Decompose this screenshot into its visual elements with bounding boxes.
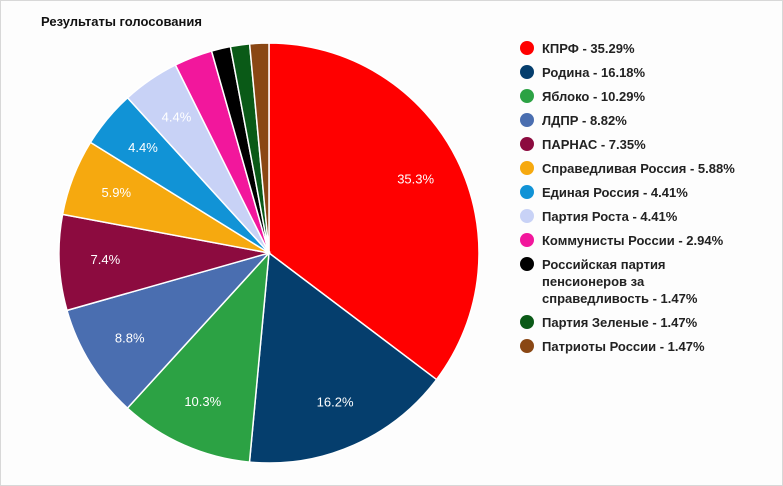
pie-slice: [58, 213, 270, 312]
legend-item: Коммунисты России - 2.94%: [520, 232, 770, 249]
legend-label: Партия Роста - 4.41%: [542, 209, 678, 224]
legend-marker: [520, 137, 534, 151]
legend-marker: [520, 339, 534, 353]
pie-slice: [126, 250, 270, 463]
legend-item: Родина - 16.18%: [520, 64, 770, 81]
legend: КПРФ - 35.29% Родина - 16.18% Яблоко - 10.…: [520, 40, 770, 362]
legend-label: Родина - 16.18%: [542, 65, 646, 80]
legend-marker: [520, 185, 534, 199]
legend-marker: [520, 89, 534, 103]
legend-label: Единая Россия - 4.41%: [542, 185, 688, 200]
legend-item: Яблоко - 10.29%: [520, 88, 770, 105]
legend-item: Справедливая Россия - 5.88%: [520, 160, 770, 177]
slice-label: 35.3%: [397, 171, 434, 186]
pie-slice: [268, 42, 480, 381]
legend-label: Партия Зеленые - 1.47%: [542, 315, 698, 330]
legend-label: Коммунисты России - 2.94%: [542, 233, 724, 248]
legend-item: Партия Роста - 4.41%: [520, 208, 770, 225]
slice-label: 10.3%: [184, 394, 221, 409]
legend-item: Патриоты России - 1.47%: [520, 338, 770, 355]
slice-label: 4.4%: [162, 109, 192, 124]
legend-item: Партия Зеленые - 1.47%: [520, 314, 770, 331]
legend-label: Российская партия пенсионеров за справед…: [542, 257, 698, 306]
pie-slice: [248, 251, 438, 464]
slice-label: 5.9%: [101, 185, 131, 200]
legend-item: ЛДПР - 8.82%: [520, 112, 770, 129]
legend-item: Единая Россия - 4.41%: [520, 184, 770, 201]
legend-marker: [520, 65, 534, 79]
legend-label: КПРФ - 35.29%: [542, 41, 635, 56]
legend-marker: [520, 209, 534, 223]
pie-slice: [248, 42, 270, 254]
legend-label: Справедливая Россия - 5.88%: [542, 161, 735, 176]
legend-marker: [520, 315, 534, 329]
legend-label: ЛДПР - 8.82%: [542, 113, 627, 128]
legend-marker: [520, 113, 534, 127]
legend-marker: [520, 161, 534, 175]
pie-slice: [66, 251, 272, 410]
legend-marker: [520, 233, 534, 247]
slice-label: 7.4%: [91, 252, 121, 267]
slice-label: 8.8%: [115, 331, 145, 346]
slice-label: 4.4%: [128, 140, 158, 155]
legend-item: КПРФ - 35.29%: [520, 40, 770, 57]
legend-label: Патриоты России - 1.47%: [542, 339, 705, 354]
chart-title: Результаты голосования: [41, 14, 202, 29]
legend-label: Яблоко - 10.29%: [542, 89, 645, 104]
legend-item: ПАРНАС - 7.35%: [520, 136, 770, 153]
legend-marker: [520, 41, 534, 55]
legend-marker: [520, 257, 534, 271]
slice-label: 16.2%: [317, 394, 354, 409]
legend-item: Российская партия пенсионеров за справед…: [520, 256, 770, 307]
legend-label: ПАРНАС - 7.35%: [542, 137, 646, 152]
